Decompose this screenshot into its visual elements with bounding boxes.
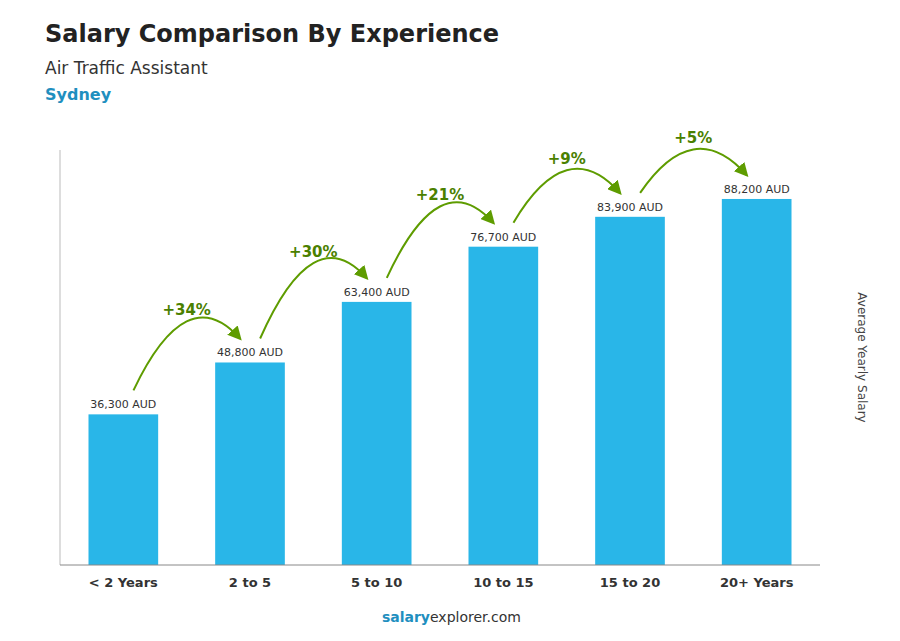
- data-label: 76,700 AUD: [470, 231, 536, 244]
- change-label: +34%: [162, 301, 210, 319]
- subtitle: Sydney: [45, 85, 112, 104]
- x-tick-label: 5 to 10: [351, 575, 402, 590]
- change-label: +21%: [416, 186, 464, 204]
- data-label: 63,400 AUD: [344, 286, 410, 299]
- bar: [89, 414, 159, 565]
- title: Salary Comparison By Experience: [45, 20, 499, 48]
- change-arrow: [133, 318, 239, 391]
- footer: explorer.com: [430, 609, 521, 625]
- bar: [595, 217, 665, 565]
- y-axis-label: Average Yearly Salary: [855, 292, 869, 422]
- x-tick-label: 10 to 15: [473, 575, 533, 590]
- chart-container: Salary Comparison By Experience Air Traff…: [0, 0, 900, 641]
- data-label: 48,800 AUD: [217, 346, 283, 359]
- change-arrow: [513, 169, 619, 223]
- bar: [215, 362, 285, 565]
- subtitle: Air Traffic Assistant: [45, 58, 208, 78]
- bar: [342, 302, 412, 565]
- x-tick-label: 20+ Years: [720, 575, 794, 590]
- data-label: 83,900 AUD: [597, 201, 663, 214]
- bars: [89, 199, 792, 565]
- change-label: +30%: [289, 243, 337, 261]
- x-tick-label: 15 to 20: [600, 575, 660, 590]
- change-arrow: [387, 202, 493, 278]
- change-label: +9%: [548, 150, 586, 168]
- change-arrow: [640, 149, 746, 193]
- y-axis-line: [60, 150, 61, 565]
- data-label: 88,200 AUD: [724, 183, 790, 196]
- x-tick-label: < 2 Years: [89, 575, 158, 590]
- chart-svg: Salary Comparison By Experience Air Traff…: [0, 0, 900, 641]
- x-axis-line: [60, 565, 820, 566]
- x-tick-label: 2 to 5: [229, 575, 271, 590]
- bar: [722, 199, 792, 565]
- change-arrow: [260, 258, 366, 339]
- change-label: +5%: [674, 129, 712, 147]
- bar: [469, 247, 539, 565]
- data-label: 36,300 AUD: [90, 398, 156, 411]
- footer: salary: [382, 609, 430, 625]
